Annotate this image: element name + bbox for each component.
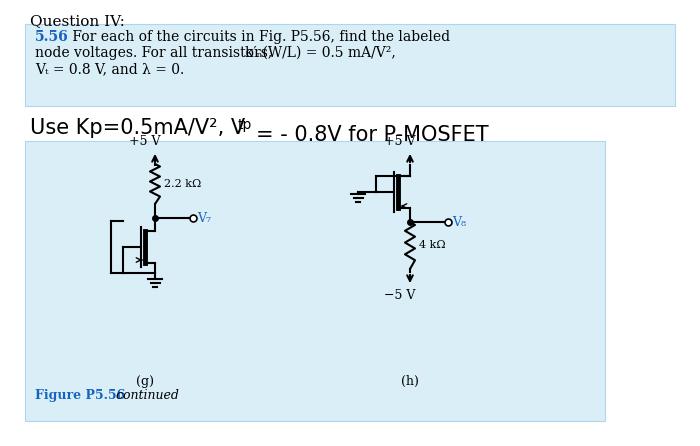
Text: 5.56: 5.56 bbox=[35, 30, 69, 44]
Text: k′ₙ(W/L) = 0.5 mA/V²,: k′ₙ(W/L) = 0.5 mA/V², bbox=[245, 46, 395, 60]
Text: V₇: V₇ bbox=[197, 211, 211, 224]
Text: continued: continued bbox=[112, 389, 179, 402]
FancyBboxPatch shape bbox=[25, 24, 675, 106]
Text: node voltages. For all transistors,: node voltages. For all transistors, bbox=[35, 46, 276, 60]
Text: +5 V: +5 V bbox=[384, 135, 416, 148]
Text: Question IV:: Question IV: bbox=[30, 14, 125, 28]
Text: Use Kp=0.5mA/V², V: Use Kp=0.5mA/V², V bbox=[30, 118, 245, 138]
Text: = - 0.8V for P-MOSFET: = - 0.8V for P-MOSFET bbox=[256, 125, 489, 145]
Text: For each of the circuits in Fig. P5.56, find the labeled: For each of the circuits in Fig. P5.56, … bbox=[68, 30, 450, 44]
Text: (g): (g) bbox=[136, 375, 154, 388]
FancyBboxPatch shape bbox=[25, 141, 605, 421]
Text: +5 V: +5 V bbox=[130, 135, 161, 148]
Text: 4 kΩ: 4 kΩ bbox=[419, 240, 446, 251]
Text: (h): (h) bbox=[401, 375, 419, 388]
Text: Vₜ = 0.8 V, and λ = 0.: Vₜ = 0.8 V, and λ = 0. bbox=[35, 62, 184, 76]
Text: tp: tp bbox=[238, 118, 253, 132]
Text: −5 V: −5 V bbox=[384, 289, 416, 302]
Text: 2.2 kΩ: 2.2 kΩ bbox=[164, 179, 202, 189]
Text: Figure P5.56: Figure P5.56 bbox=[35, 389, 125, 402]
Text: V₈: V₈ bbox=[452, 215, 466, 228]
